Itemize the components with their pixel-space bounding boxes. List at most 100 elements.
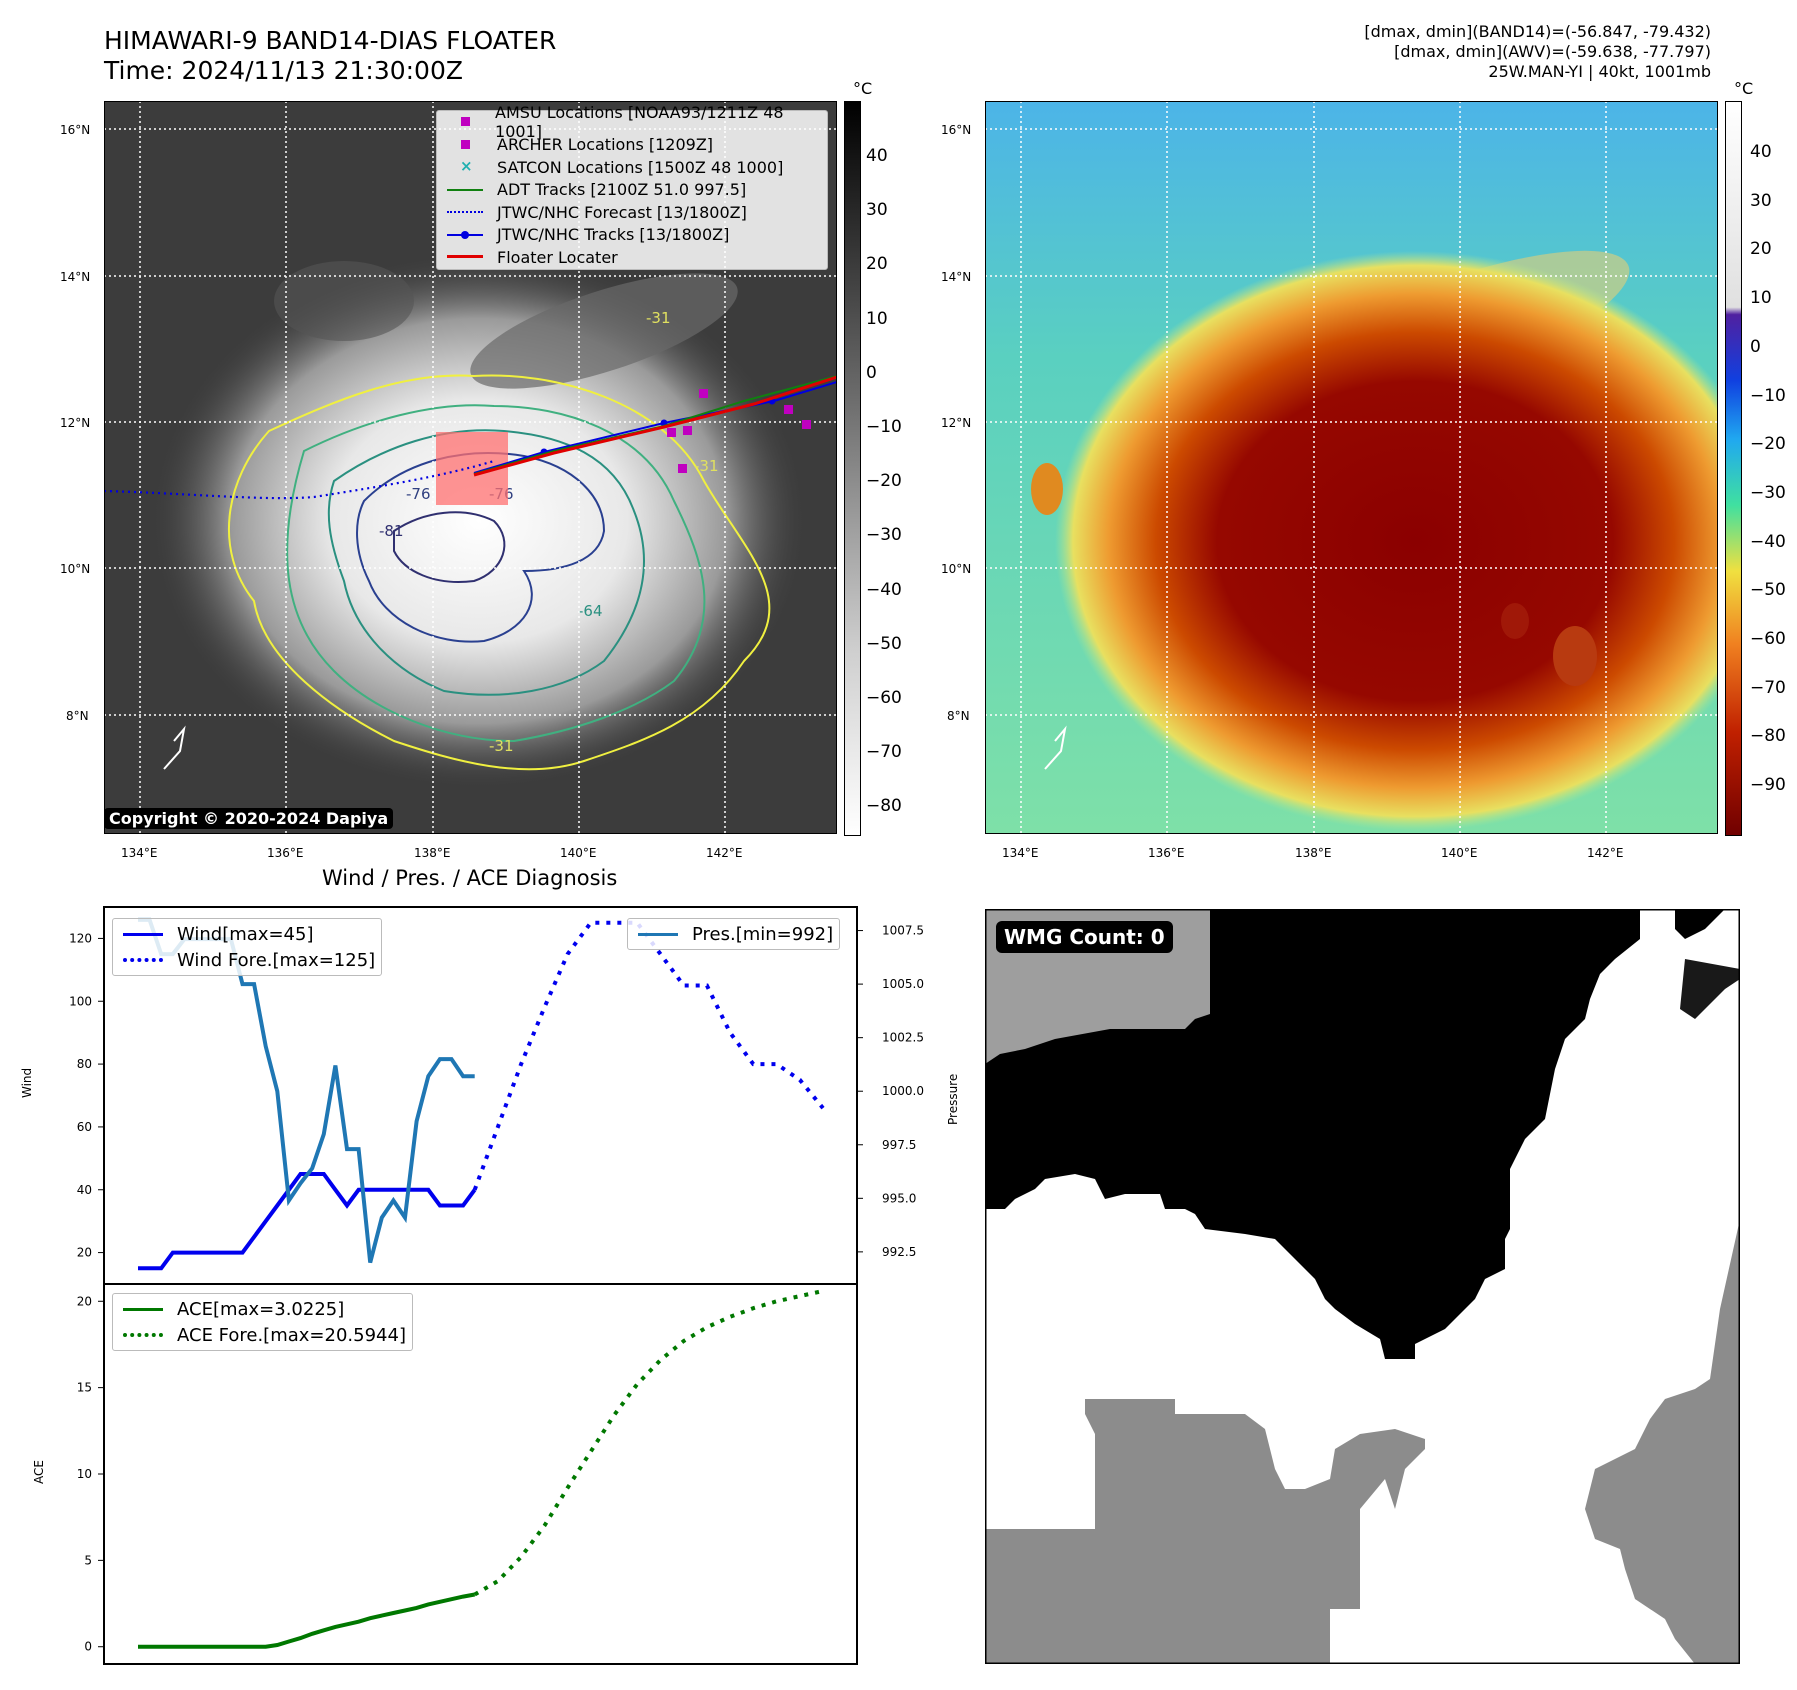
wmg-mask-panel bbox=[985, 909, 1740, 1664]
y-tick-label: 100 bbox=[69, 994, 92, 1008]
lon-label: 136°E bbox=[1148, 846, 1185, 860]
x-marker-icon: × bbox=[460, 157, 473, 176]
contour-minus31 bbox=[228, 374, 771, 771]
colorbar-tick-label: −80 bbox=[866, 796, 902, 817]
colorbar-tick-label: −70 bbox=[1750, 677, 1786, 698]
y-tick-label: 120 bbox=[69, 931, 92, 945]
legend-item: ARCHER Locations [1209Z] bbox=[437, 134, 827, 157]
y-axis-label: ACE bbox=[32, 1460, 46, 1484]
y-tick-label: 60 bbox=[77, 1120, 92, 1134]
lon-label: 134°E bbox=[121, 846, 158, 860]
wmg-black-region bbox=[1675, 909, 1725, 939]
lon-label: 142°E bbox=[706, 846, 743, 860]
contour-minus81 bbox=[393, 511, 506, 583]
forecast-track bbox=[104, 459, 495, 500]
legend-item: Floater Locater bbox=[437, 246, 827, 269]
legend-item: JTWC/NHC Tracks [13/1800Z] bbox=[437, 224, 827, 247]
contour-label: -64 bbox=[578, 602, 603, 620]
colorbar-tick-label: 30 bbox=[1750, 190, 1772, 211]
legend-item: Wind[max=45] bbox=[113, 921, 381, 947]
colorbar-tick-label: −10 bbox=[866, 417, 902, 437]
lat-label: 12°N bbox=[941, 416, 972, 430]
dotted-line-icon bbox=[119, 1328, 169, 1342]
y2-tick-label: 1002.5 bbox=[882, 1031, 924, 1045]
lat-label: 8°N bbox=[947, 709, 970, 723]
y-tick-label: 15 bbox=[77, 1381, 92, 1395]
y-tick-label: 20 bbox=[77, 1246, 92, 1260]
amsu-archer-points bbox=[667, 389, 811, 473]
colorbar-band14 bbox=[844, 101, 861, 836]
island-outline bbox=[163, 725, 186, 770]
legend-item: JTWC/NHC Forecast [13/1800Z] bbox=[437, 201, 827, 224]
colorbar-tick-label: −90 bbox=[1750, 775, 1786, 796]
colorbar-tick-label: −30 bbox=[866, 525, 902, 546]
lon-label: 140°E bbox=[1441, 846, 1478, 860]
dotted-line-icon bbox=[119, 953, 169, 967]
y-tick-label: 80 bbox=[77, 1057, 92, 1071]
line-icon bbox=[119, 927, 169, 941]
colorbar-tick-label: −40 bbox=[866, 579, 902, 600]
contour-label: -31 bbox=[646, 309, 671, 327]
storm-cold-cloud-region bbox=[1055, 251, 1718, 831]
legend-item: ACE Fore.[max=20.5944] bbox=[113, 1322, 412, 1348]
lon-label: 142°E bbox=[1587, 846, 1624, 860]
colorbar-tick-label: 40 bbox=[1750, 142, 1772, 162]
colorbar-tick-label: 10 bbox=[1750, 288, 1772, 309]
wind-legend: Wind[max=45] Wind Fore.[max=125] bbox=[112, 918, 383, 976]
contour-label: -81 bbox=[379, 522, 404, 540]
colorbar-tick-label: 20 bbox=[866, 254, 888, 275]
y-tick-label: 10 bbox=[77, 1467, 92, 1481]
lon-label: 138°E bbox=[1295, 846, 1332, 860]
y-tick-label: 20 bbox=[77, 1294, 92, 1308]
figure-time: Time: 2024/11/13 21:30:00Z bbox=[104, 56, 463, 85]
square-marker-icon bbox=[443, 115, 487, 129]
awv-enhanced-map bbox=[985, 101, 1718, 834]
lat-label: 14°N bbox=[60, 270, 91, 284]
wmg-count-badge: WMG Count: 0 bbox=[996, 921, 1173, 953]
legend-item: AMSU Locations [NOAA93/1211Z 48 1001] bbox=[437, 103, 827, 141]
storm-cloud-shield bbox=[149, 251, 809, 791]
line-icon bbox=[443, 183, 489, 197]
lon-label: 136°E bbox=[267, 846, 304, 860]
colorbar-tick-label: −60 bbox=[866, 688, 902, 708]
y2-tick-label: 1005.0 bbox=[882, 977, 924, 991]
colorbar-awv bbox=[1725, 101, 1742, 836]
line-icon bbox=[634, 927, 684, 941]
colorbar-tick-label: −80 bbox=[1750, 726, 1786, 747]
ace-series-line-1 bbox=[473, 1289, 824, 1597]
y-tick-label: 0 bbox=[84, 1640, 92, 1654]
colorbar-tick-label: −50 bbox=[866, 633, 902, 654]
y2-tick-label: 1007.5 bbox=[882, 924, 924, 938]
line-dot-icon bbox=[443, 228, 489, 242]
colorbar-unit: °C bbox=[1734, 79, 1754, 98]
floater-locater-track bbox=[473, 375, 837, 477]
lat-label: 16°N bbox=[60, 123, 91, 137]
wmg-gray-region bbox=[985, 1399, 1425, 1664]
y-tick-label: 5 bbox=[84, 1553, 92, 1567]
line-icon bbox=[443, 250, 489, 264]
stat-storm: 25W.MAN-YI | 40kt, 1001mb bbox=[1488, 62, 1711, 81]
colorbar-unit: °C bbox=[853, 79, 873, 98]
colorbar-tick-label: −40 bbox=[1750, 531, 1786, 552]
lat-label: 8°N bbox=[66, 709, 89, 723]
lat-label: 12°N bbox=[60, 416, 91, 430]
legend-item: Pres.[min=992] bbox=[628, 921, 839, 947]
contour-label: -31 bbox=[694, 457, 719, 475]
lat-label: 14°N bbox=[941, 270, 972, 284]
lon-label: 134°E bbox=[1002, 846, 1039, 860]
legend-item: ADT Tracks [2100Z 51.0 997.5] bbox=[437, 179, 827, 202]
contour-minus64 bbox=[327, 429, 645, 696]
contour-label: -76 bbox=[406, 485, 431, 503]
figure-title: HIMAWARI-9 BAND14-DIAS FLOATER bbox=[104, 26, 557, 55]
map-legend: AMSU Locations [NOAA93/1211Z 48 1001] AR… bbox=[436, 103, 828, 270]
colorbar-tick-label: −70 bbox=[866, 742, 902, 763]
ace-series-line-0 bbox=[138, 1592, 476, 1649]
lon-label: 140°E bbox=[560, 846, 597, 860]
lat-label: 16°N bbox=[941, 123, 972, 137]
y-tick-label: 40 bbox=[77, 1183, 92, 1197]
colorbar-tick-label: 40 bbox=[866, 146, 888, 166]
colorbar-tick-label: −10 bbox=[1750, 385, 1786, 406]
dotted-line-icon bbox=[443, 205, 489, 219]
wmg-gray-region bbox=[1585, 1219, 1740, 1664]
y2-tick-label: 995.0 bbox=[882, 1191, 916, 1205]
